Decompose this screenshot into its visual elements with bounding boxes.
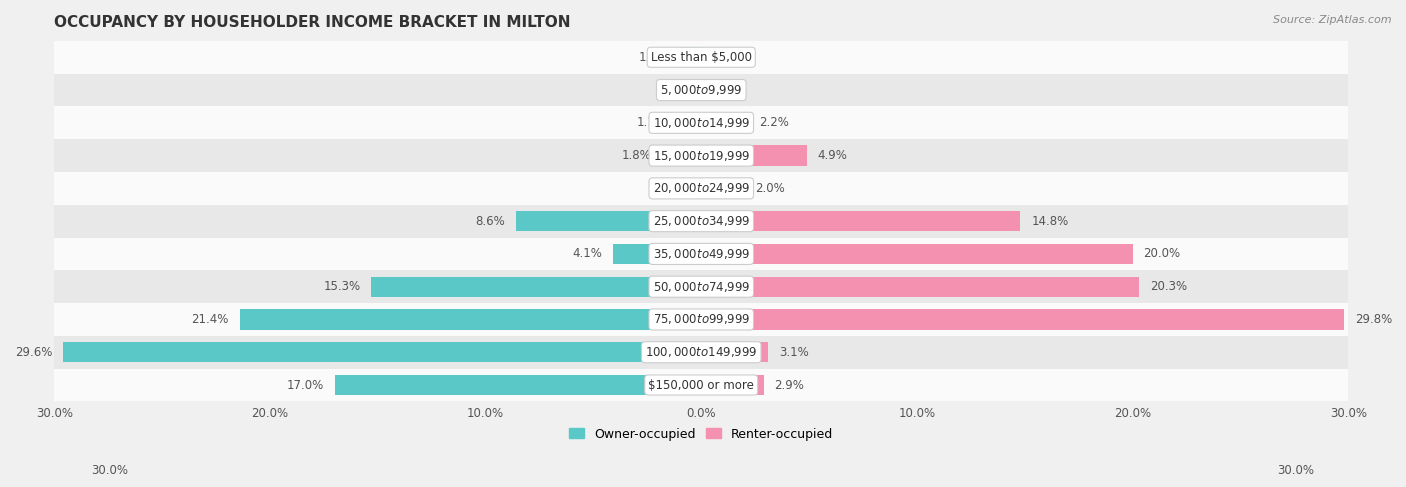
Text: Less than $5,000: Less than $5,000 xyxy=(651,51,752,64)
Bar xyxy=(55,107,1348,139)
Text: 21.4%: 21.4% xyxy=(191,313,229,326)
Bar xyxy=(702,244,1133,264)
Bar xyxy=(702,211,1021,231)
Text: 3.1%: 3.1% xyxy=(779,346,808,359)
Bar xyxy=(55,172,1348,205)
Bar xyxy=(55,238,1348,270)
Bar xyxy=(55,205,1348,238)
Text: 1.8%: 1.8% xyxy=(621,149,651,162)
Text: $150,000 or more: $150,000 or more xyxy=(648,378,754,392)
Text: 29.6%: 29.6% xyxy=(14,346,52,359)
Bar xyxy=(55,336,1348,369)
Text: 0.0%: 0.0% xyxy=(661,84,690,96)
Text: 20.0%: 20.0% xyxy=(1143,247,1181,261)
Text: Source: ZipAtlas.com: Source: ZipAtlas.com xyxy=(1274,15,1392,25)
Text: 30.0%: 30.0% xyxy=(91,464,128,477)
Bar xyxy=(702,309,1344,330)
Text: 0.0%: 0.0% xyxy=(711,51,741,64)
Bar xyxy=(335,375,702,395)
Bar xyxy=(702,277,1139,297)
Bar xyxy=(55,369,1348,401)
Text: 1.0%: 1.0% xyxy=(640,51,669,64)
Text: 14.8%: 14.8% xyxy=(1031,215,1069,227)
Bar xyxy=(371,277,702,297)
Legend: Owner-occupied, Renter-occupied: Owner-occupied, Renter-occupied xyxy=(564,423,838,446)
Text: 20.3%: 20.3% xyxy=(1150,280,1187,293)
Text: $15,000 to $19,999: $15,000 to $19,999 xyxy=(652,149,749,163)
Text: $5,000 to $9,999: $5,000 to $9,999 xyxy=(659,83,742,97)
Text: 0.0%: 0.0% xyxy=(711,84,741,96)
Text: $75,000 to $99,999: $75,000 to $99,999 xyxy=(652,313,749,326)
Text: 4.9%: 4.9% xyxy=(818,149,848,162)
Text: 29.8%: 29.8% xyxy=(1355,313,1392,326)
Text: 2.9%: 2.9% xyxy=(775,378,804,392)
Bar xyxy=(55,41,1348,74)
Text: 30.0%: 30.0% xyxy=(1278,464,1315,477)
Text: $10,000 to $14,999: $10,000 to $14,999 xyxy=(652,116,749,130)
Bar xyxy=(702,178,744,199)
Text: $100,000 to $149,999: $100,000 to $149,999 xyxy=(645,345,758,359)
Bar xyxy=(679,47,702,67)
Bar xyxy=(239,309,702,330)
Text: 17.0%: 17.0% xyxy=(287,378,323,392)
Bar xyxy=(55,303,1348,336)
Bar xyxy=(702,375,763,395)
Bar xyxy=(516,211,702,231)
Text: $35,000 to $49,999: $35,000 to $49,999 xyxy=(652,247,749,261)
Text: $50,000 to $74,999: $50,000 to $74,999 xyxy=(652,280,749,294)
Text: 1.1%: 1.1% xyxy=(637,116,666,130)
Bar xyxy=(702,146,807,166)
Text: 2.0%: 2.0% xyxy=(755,182,785,195)
Bar xyxy=(662,146,702,166)
Text: 2.2%: 2.2% xyxy=(759,116,789,130)
Text: $20,000 to $24,999: $20,000 to $24,999 xyxy=(652,181,749,195)
Bar xyxy=(55,74,1348,107)
Bar xyxy=(55,139,1348,172)
Text: 15.3%: 15.3% xyxy=(323,280,360,293)
Bar xyxy=(702,342,768,362)
Text: $25,000 to $34,999: $25,000 to $34,999 xyxy=(652,214,749,228)
Bar xyxy=(55,270,1348,303)
Text: 4.1%: 4.1% xyxy=(572,247,602,261)
Text: 8.6%: 8.6% xyxy=(475,215,505,227)
Bar xyxy=(678,112,702,133)
Bar xyxy=(613,244,702,264)
Text: 0.0%: 0.0% xyxy=(661,182,690,195)
Bar xyxy=(63,342,702,362)
Bar xyxy=(702,112,749,133)
Text: OCCUPANCY BY HOUSEHOLDER INCOME BRACKET IN MILTON: OCCUPANCY BY HOUSEHOLDER INCOME BRACKET … xyxy=(55,15,571,30)
